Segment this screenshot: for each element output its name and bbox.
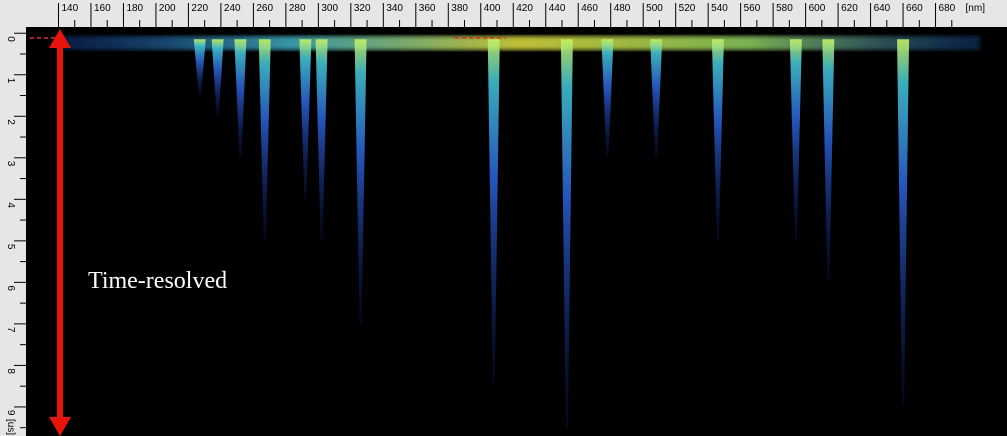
y-tick-label: 1 — [5, 78, 16, 84]
left-ruler — [0, 27, 26, 436]
x-tick-label: 340 — [386, 3, 403, 14]
x-tick-label: 660 — [906, 3, 923, 14]
y-tick-label: 9 — [5, 410, 16, 416]
x-tick-label: 520 — [679, 3, 696, 14]
y-tick-label: 0 — [5, 36, 16, 42]
x-tick-label: 440 — [549, 3, 566, 14]
x-tick-label: 160 — [94, 3, 111, 14]
x-tick-label: 280 — [289, 3, 306, 14]
x-tick-label: 580 — [776, 3, 793, 14]
x-tick-label: 420 — [516, 3, 533, 14]
x-tick-label: 180 — [126, 3, 143, 14]
y-tick-label: 5 — [5, 244, 16, 250]
x-tick-label: 380 — [451, 3, 468, 14]
x-tick-label: 200 — [159, 3, 176, 14]
x-tick-label: 300 — [321, 3, 338, 14]
x-tick-label: 400 — [484, 3, 501, 14]
x-tick-label: 680 — [939, 3, 956, 14]
y-tick-label: 7 — [5, 327, 16, 333]
x-tick-label: 540 — [711, 3, 728, 14]
x-tick-label: 320 — [354, 3, 371, 14]
x-tick-label: 500 — [646, 3, 663, 14]
chart: Time-resolved 14016018020022024026028030… — [0, 0, 1007, 436]
x-tick-label: 620 — [841, 3, 858, 14]
x-tick-label: 480 — [614, 3, 631, 14]
y-tick-label: 8 — [5, 368, 16, 374]
y-tick-label: 6 — [5, 285, 16, 291]
image-area — [26, 27, 1007, 436]
x-tick-label: 560 — [744, 3, 761, 14]
x-tick-label: 640 — [874, 3, 891, 14]
annotation: Time-resolved — [88, 268, 227, 294]
x-tick-label: 260 — [256, 3, 273, 14]
y-tick-label: 3 — [5, 161, 16, 167]
x-tick-label: 240 — [224, 3, 241, 14]
x-tick-label: 220 — [191, 3, 208, 14]
x-tick-label: 600 — [809, 3, 826, 14]
x-tick-label: 140 — [61, 3, 78, 14]
x-unit: [nm] — [966, 3, 986, 14]
y-unit: [us] — [5, 419, 16, 435]
y-tick-label: 4 — [5, 202, 16, 208]
page: {"chart_data":{"type":"streak-image", "a… — [0, 0, 1007, 436]
x-tick-label: 460 — [581, 3, 598, 14]
y-tick-label: 2 — [5, 119, 16, 125]
x-tick-label: 360 — [419, 3, 436, 14]
